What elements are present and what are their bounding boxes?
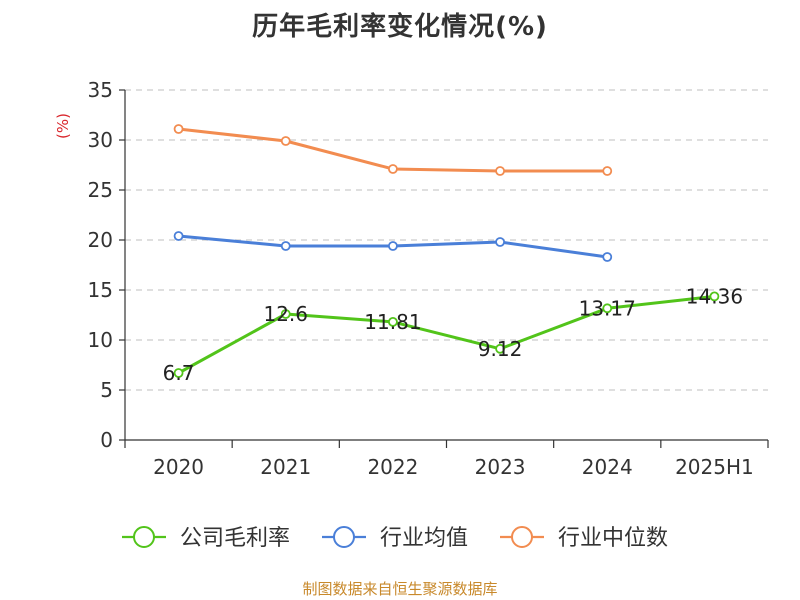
- data-label: 6.7: [163, 361, 195, 385]
- legend-label: 公司毛利率: [180, 526, 290, 551]
- y-tick-label: 25: [88, 178, 113, 202]
- data-label: 11.81: [364, 310, 421, 334]
- axis-layer: 0 5 10 15 20 25 30 35 2020 2021 2022 2023 2024 2025H1…: [54, 78, 769, 479]
- data-point: [602, 252, 613, 262]
- data-point: [173, 124, 184, 134]
- x-tick-label: 2022: [367, 455, 418, 479]
- data-point: [280, 309, 291, 319]
- series-line: [177, 294, 715, 375]
- data-point: [495, 237, 505, 247]
- data-point: [388, 241, 398, 251]
- legend-marker: [133, 526, 155, 548]
- legend: 公司毛利率 行业均值 行业中位数: [122, 526, 668, 551]
- source-note: 制图数据来自恒生聚源数据库: [302, 580, 498, 598]
- data-point: [388, 316, 398, 327]
- x-tick-label: 2023: [475, 455, 526, 479]
- x-tick-label: 2025H1: [675, 455, 754, 479]
- data-point: [602, 303, 613, 314]
- data-label: 12.6: [263, 302, 308, 326]
- data-label: 13.17: [579, 296, 636, 320]
- data-point: [173, 368, 184, 378]
- legend-label: 行业均值: [380, 526, 468, 551]
- data-point: [280, 136, 291, 146]
- y-axis-label: (%): [54, 113, 72, 139]
- data-label-layer: 6.7 12.6 11.81 9.12 13.17 14.36: [163, 284, 743, 385]
- legend-marker: [511, 526, 533, 548]
- data-label: 14.36: [686, 284, 743, 308]
- y-tick-label: 5: [100, 378, 113, 402]
- data-label: 9.12: [478, 337, 523, 361]
- y-tick-label: 10: [88, 328, 113, 352]
- series-layer: [173, 124, 720, 378]
- data-point: [602, 166, 613, 176]
- data-point: [280, 241, 291, 251]
- x-tick-label: 2024: [582, 455, 633, 479]
- legend-marker: [333, 526, 355, 548]
- data-point: [709, 291, 720, 302]
- y-tick-label: 0: [100, 428, 113, 452]
- y-tick-label: 20: [88, 228, 113, 252]
- x-tick-label: 2020: [153, 455, 204, 479]
- data-point: [495, 166, 505, 176]
- y-tick-label: 35: [88, 78, 113, 102]
- data-point: [173, 231, 184, 241]
- grid-layer: [125, 89, 768, 391]
- y-tick-label: 15: [88, 278, 113, 302]
- legend-label: 行业中位数: [558, 526, 668, 551]
- y-tick-label: 30: [88, 128, 113, 152]
- data-point: [388, 164, 398, 174]
- data-point: [495, 343, 505, 354]
- x-tick-label: 2021: [260, 455, 311, 479]
- chart-title: 历年毛利率变化情况(%): [252, 12, 548, 42]
